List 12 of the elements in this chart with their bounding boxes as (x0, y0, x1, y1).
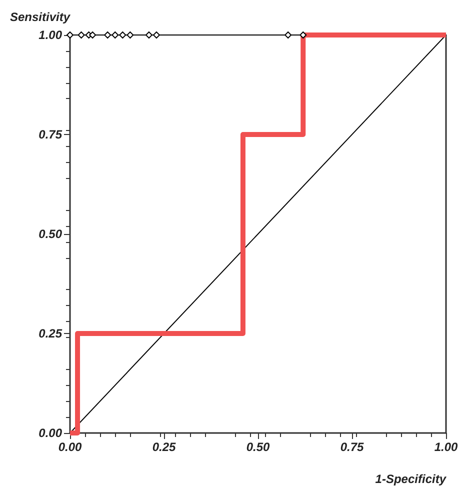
x-tick-label: 0.00 (58, 440, 82, 454)
x-tick-label: 1.00 (434, 440, 458, 454)
x-tick-label: 0.50 (246, 440, 270, 454)
x-tick-label: 0.75 (340, 440, 364, 454)
y-tick-label: 1.00 (38, 28, 62, 42)
y-tick-label: 0.75 (38, 128, 62, 142)
y-tick-label: 0.50 (38, 227, 62, 241)
y-axis-title: Sensitivity (10, 10, 72, 24)
y-tick-label: 0.25 (38, 326, 62, 340)
x-tick-label: 0.25 (152, 440, 176, 454)
y-tick-label: 0.00 (38, 426, 62, 440)
x-axis-title: 1-Specificity (375, 472, 448, 486)
